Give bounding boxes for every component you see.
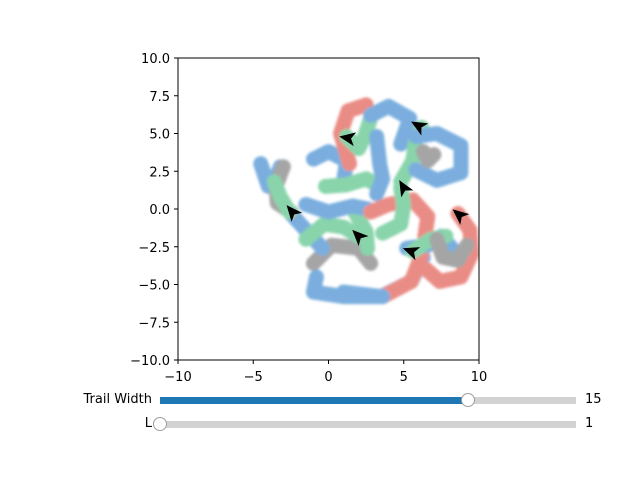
x-tick-label: 10 [471,370,488,385]
agents-layer [286,121,470,261]
x-tick-label: 5 [400,370,408,385]
y-tick-label: 5.0 [149,128,170,143]
trail-25 [429,231,475,268]
trail-width-slider-value: 15 [585,392,602,407]
y-axis: −10.0 −7.5 −5.0 −2.5 0.0 2.5 5.0 7.5 10.0 [130,52,178,369]
trail-13 [333,97,374,172]
trail-1 [375,246,430,305]
trail-15 [363,98,418,152]
agent-marker-3 [286,205,303,222]
y-tick-label: −7.5 [138,316,170,331]
x-tick-label: −10 [164,370,191,385]
l-slider-value: 1 [585,416,594,431]
trail-width-slider-fill [160,397,468,404]
trail-5 [298,216,367,247]
agent-marker-6 [402,247,421,261]
l-slider-handle[interactable] [153,417,167,431]
trail-width-slider-label: Trail Width [83,392,152,407]
trail-18 [408,126,469,188]
trail-14 [339,110,379,157]
trail-width-slider-handle[interactable] [460,393,475,407]
x-tick-label: 0 [324,370,332,385]
trail-12 [298,196,376,220]
agent-marker-4 [352,229,369,247]
y-tick-label: 10.0 [141,52,170,67]
agent-marker-1 [411,121,429,136]
y-tick-label: −5.0 [138,279,170,294]
y-tick-label: −2.5 [138,241,170,256]
trail-10 [305,144,355,190]
y-tick-label: 0.0 [149,203,170,218]
trail-21 [375,180,412,241]
trail-16 [369,129,391,202]
trail-11 [317,171,385,194]
trail-width-slider[interactable] [160,397,576,404]
agent-marker-5 [452,209,470,225]
y-tick-label: 7.5 [149,90,170,105]
trail-19 [415,144,442,169]
x-tick-label: −5 [244,370,263,385]
trails-layer [253,97,479,305]
l-slider-label: L [144,416,152,431]
trail-24 [418,206,479,289]
l-slider[interactable] [160,421,576,428]
y-tick-label: −10.0 [130,354,170,369]
trail-4 [305,269,391,305]
trail-9 [266,174,297,220]
x-axis: −10 −5 0 5 10 [164,360,487,385]
y-tick-label: 2.5 [149,165,170,180]
trail-20 [363,192,436,244]
agent-marker-2 [399,180,414,198]
agent-marker-0 [339,132,357,147]
trail-6 [348,206,376,256]
